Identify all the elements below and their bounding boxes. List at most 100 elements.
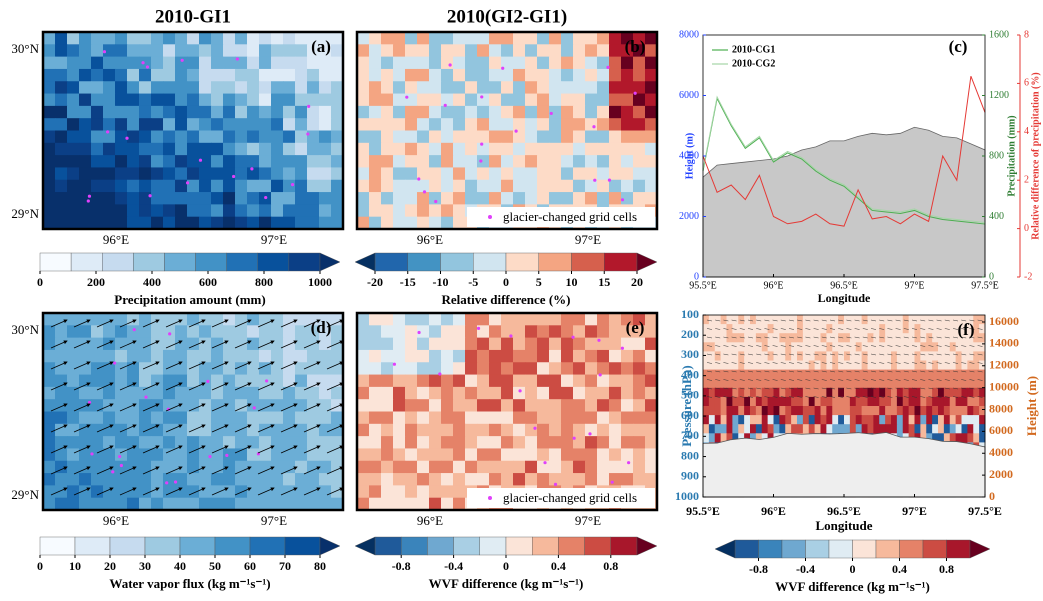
map-cell xyxy=(259,155,272,168)
map-cell xyxy=(369,399,382,412)
map-cell xyxy=(537,94,550,107)
map-cell xyxy=(103,217,116,230)
map-cell xyxy=(103,106,116,119)
map-cell xyxy=(187,473,200,486)
map-cell xyxy=(369,57,382,70)
section-cell xyxy=(868,415,874,425)
map-cell xyxy=(103,57,116,70)
map-cell xyxy=(561,448,574,461)
map-cell xyxy=(91,106,104,119)
section-cell xyxy=(979,433,985,443)
map-cell xyxy=(175,118,188,131)
map-cell xyxy=(283,412,296,425)
map-cell xyxy=(127,412,140,425)
y-tick-label: 2000 xyxy=(679,211,699,222)
map-cell xyxy=(199,412,212,425)
map-cell xyxy=(223,313,236,326)
map-cell xyxy=(43,485,56,498)
map-cell xyxy=(525,180,538,193)
section-cell xyxy=(956,361,962,371)
section-cell xyxy=(891,379,897,389)
lat-tick-label: 30°N xyxy=(11,322,39,337)
map-cell xyxy=(139,192,152,205)
map-cell xyxy=(441,325,454,338)
section-cell xyxy=(715,433,721,443)
section-cell xyxy=(862,351,868,361)
map-cell xyxy=(259,106,272,119)
axis-label: Height (m) xyxy=(1024,376,1039,436)
map-cell xyxy=(477,143,490,156)
map-cell xyxy=(43,448,56,461)
map-cell xyxy=(319,473,332,486)
map-cell xyxy=(247,106,260,119)
map-cell xyxy=(247,338,260,351)
map-cell xyxy=(501,461,514,474)
map-cell xyxy=(91,485,104,498)
section-cell xyxy=(850,388,856,398)
map-cell xyxy=(417,118,430,131)
section-cell xyxy=(897,370,903,380)
section-cell xyxy=(926,361,932,371)
section-cell xyxy=(821,415,827,425)
map-cell xyxy=(175,57,188,70)
map-cell xyxy=(163,350,176,363)
section-cell xyxy=(762,333,768,343)
map-cell xyxy=(489,473,502,486)
map-cell xyxy=(405,69,418,82)
map-cell xyxy=(331,69,344,82)
map-cell xyxy=(175,192,188,205)
colorbar-box xyxy=(572,253,605,271)
map-cell xyxy=(55,313,68,326)
glacier-star xyxy=(477,327,480,330)
section-cell xyxy=(903,370,909,380)
map-cell xyxy=(199,180,212,193)
section-cell xyxy=(715,361,721,371)
map-cell xyxy=(223,473,236,486)
map-cell xyxy=(633,57,646,70)
map-cell xyxy=(127,57,140,70)
glacier-star xyxy=(608,179,611,182)
map-cell xyxy=(513,143,526,156)
map-cell xyxy=(319,155,332,168)
map-cell xyxy=(405,362,418,375)
map-cell xyxy=(585,167,598,180)
section-cell xyxy=(926,315,932,325)
map-cell xyxy=(453,131,466,144)
colorbar-box xyxy=(735,540,759,558)
section-cell xyxy=(838,342,844,352)
section-cell xyxy=(738,424,744,434)
map-cell xyxy=(405,81,418,94)
map-cell xyxy=(331,350,344,363)
glacier-star xyxy=(479,159,482,162)
section-cell xyxy=(956,424,962,434)
map-cell xyxy=(381,57,394,70)
section-cell xyxy=(879,315,885,325)
section-cell xyxy=(785,351,791,361)
map-cell xyxy=(405,399,418,412)
map-cell xyxy=(211,155,224,168)
map-cell xyxy=(369,498,382,511)
section-cell xyxy=(832,351,838,361)
map-cell xyxy=(79,325,92,338)
map-cell xyxy=(597,362,610,375)
map-cell xyxy=(405,461,418,474)
colorbar-tick-label: -20 xyxy=(367,275,383,289)
section-cell xyxy=(891,406,897,416)
map-cell xyxy=(295,192,308,205)
map-cell xyxy=(549,424,562,437)
map-cell xyxy=(127,424,140,437)
section-cell xyxy=(909,397,915,407)
map-cell xyxy=(357,473,370,486)
map-cell xyxy=(549,57,562,70)
colorbar-label: Precipitation amount (mm) xyxy=(114,292,265,307)
map-cell xyxy=(405,350,418,363)
map-cell xyxy=(453,473,466,486)
map-cell xyxy=(513,106,526,119)
map-cell xyxy=(513,155,526,168)
map-cell xyxy=(597,424,610,437)
section-cell xyxy=(803,397,809,407)
section-cell xyxy=(838,333,844,343)
colorbar-tick-label: 70 xyxy=(279,559,291,573)
section-cell xyxy=(950,397,956,407)
map-cell xyxy=(283,461,296,474)
